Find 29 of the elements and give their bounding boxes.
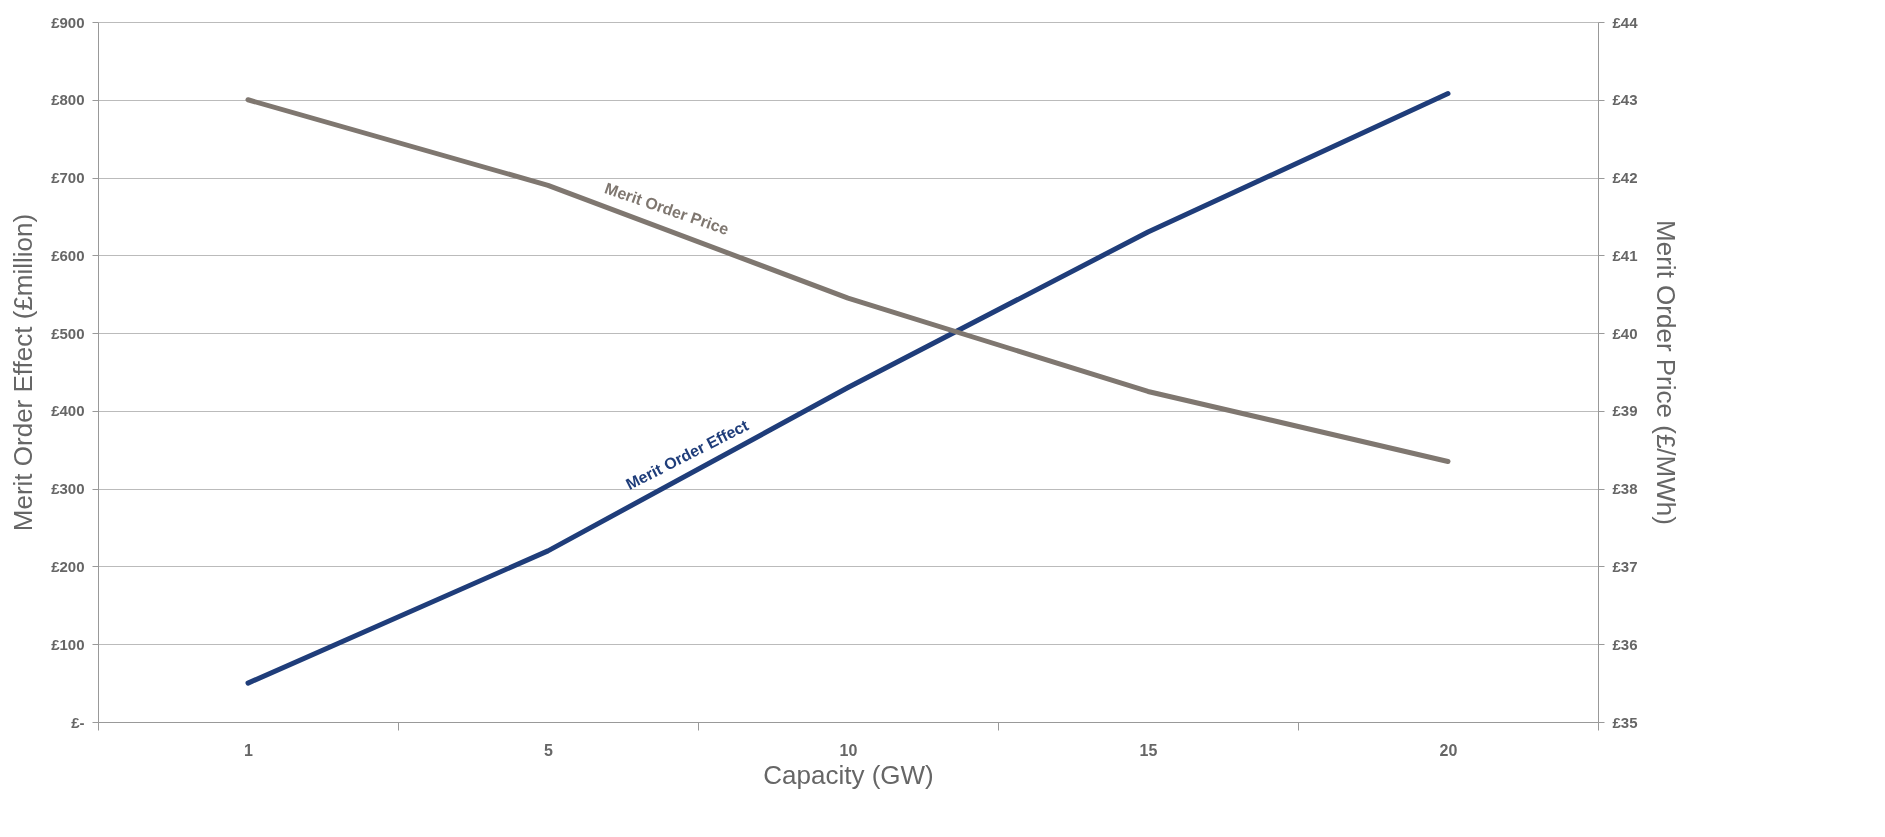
y-tick-label: £500	[51, 324, 85, 342]
y2-tick-label: £35	[1612, 713, 1638, 731]
y2-tick-label: £42	[1612, 169, 1638, 187]
x-tick-label: 10	[839, 741, 858, 759]
x-axis-title: Capacity (GW)	[763, 759, 934, 790]
x-tick-label: 15	[1139, 741, 1158, 759]
y2-tick-label: £43	[1612, 91, 1638, 109]
x-tick-label: 5	[544, 741, 554, 759]
y-tick-label: £600	[51, 246, 85, 264]
text: Merit Order Price	[602, 179, 731, 238]
y-tick-label: £300	[51, 480, 85, 498]
x-tick-label: 20	[1439, 741, 1458, 759]
y-tick-label: £-	[71, 713, 85, 731]
y-tick-label: £900	[51, 13, 85, 31]
y2-tick-label: £39	[1612, 402, 1638, 420]
y-tick-label: £700	[51, 169, 85, 187]
y-axis-title: Merit Order Effect (£million)	[8, 213, 39, 532]
y-tick-label: £400	[51, 402, 85, 420]
y2-tick-label: £36	[1612, 635, 1638, 653]
y2-axis-title: Merit Order Price (£/MWh)	[1650, 220, 1681, 525]
y2-tick-label: £37	[1612, 557, 1638, 575]
y2-tick-label: £44	[1612, 13, 1639, 31]
y2-tick-label: £41	[1612, 246, 1638, 264]
y-tick-label: £100	[51, 635, 85, 653]
y2-tick-label: £38	[1612, 480, 1638, 498]
y2-tick-label: £40	[1612, 324, 1638, 342]
x-tick-label: 1	[244, 741, 254, 759]
y-tick-label: £800	[51, 91, 85, 109]
y-tick-label: £200	[51, 557, 85, 575]
